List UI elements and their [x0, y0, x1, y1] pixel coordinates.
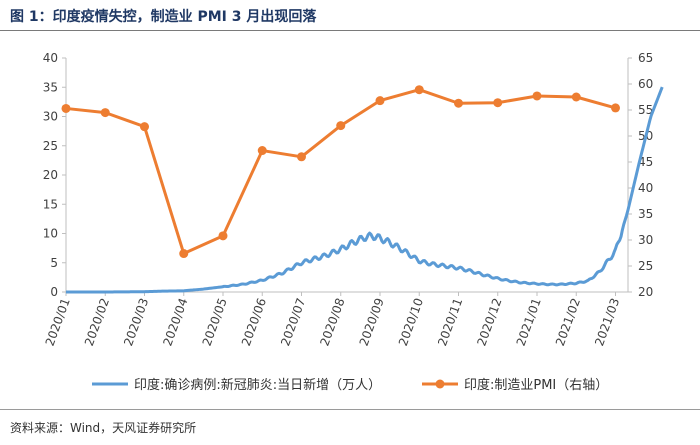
title-divider [0, 30, 700, 31]
x-tick-label: 2020/09 [357, 296, 387, 348]
x-tick-label: 2020/03 [121, 296, 151, 348]
series-line-pmi [65, 88, 616, 256]
y-right-tick-label: 55 [638, 103, 653, 117]
y-left-tick-label: 35 [43, 80, 58, 94]
chart-legend: 印度:确诊病例:新冠肺炎:当日新增（万人） 印度:制造业PMI（右轴） [92, 377, 608, 393]
pmi-point [179, 249, 189, 259]
pmi-point [297, 152, 306, 162]
y-left-tick-label: 20 [43, 168, 58, 182]
x-tick-label: 2021/01 [514, 296, 544, 348]
chart-title: 图 1：印度疫情失控，制造业 PMI 3 月出现回落 [10, 9, 317, 25]
pmi-point [336, 121, 346, 131]
x-tick-label: 2020/02 [82, 296, 112, 348]
pmi-point [532, 91, 542, 101]
footer-divider [0, 409, 700, 410]
y-right-tick-label: 20 [638, 285, 653, 299]
x-tick-label: 2020/07 [278, 296, 308, 348]
y-left-tick-label: 30 [43, 110, 58, 124]
series-line-cases [65, 86, 664, 294]
y-right-tick-label: 25 [638, 259, 653, 273]
y-right-tick-label: 40 [638, 181, 653, 195]
y-left-tick-label: 15 [43, 197, 58, 211]
y-left-tick-label: 0 [50, 285, 58, 299]
pmi-point [218, 231, 228, 241]
x-tick-label: 2020/05 [200, 296, 230, 348]
legend-label-pmi: 印度:制造业PMI（右轴） [464, 377, 608, 393]
x-tick-label: 2020/11 [435, 296, 465, 348]
pmi-point [611, 103, 620, 113]
x-tick-label: 2020/04 [160, 296, 190, 348]
pmi-point [375, 96, 385, 106]
y-left-tick-label: 5 [50, 256, 58, 270]
pmi-point [493, 98, 503, 108]
y-right-tick-label: 60 [638, 77, 653, 91]
y-left-tick-label: 40 [43, 51, 58, 65]
x-tick-label: 2020/06 [239, 296, 269, 348]
x-tick-label: 2020/10 [396, 296, 426, 348]
legend-marker-pmi [435, 379, 445, 389]
x-tick-label: 2021/02 [553, 296, 583, 348]
y-right-tick-label: 45 [638, 155, 653, 169]
y-left-tick-label: 25 [43, 139, 58, 153]
x-tick-label: 2020/01 [43, 296, 73, 348]
legend-label-cases: 印度:确诊病例:新冠肺炎:当日新增（万人） [134, 377, 381, 393]
y-right-tick-label: 65 [638, 51, 653, 65]
chart-series [61, 85, 664, 294]
pmi-point [61, 103, 71, 113]
pmi-point [571, 92, 581, 102]
source-note: 资料来源：Wind，天风证券研究所 [10, 421, 197, 435]
x-tick-label: 2021/03 [592, 296, 622, 348]
y-right-tick-label: 30 [638, 233, 653, 247]
pmi-point [414, 85, 424, 95]
chart-area: 0510152025303540202530354045505560652020… [43, 51, 664, 393]
y-left-tick-label: 10 [43, 227, 58, 241]
y-right-tick-label: 35 [638, 207, 653, 221]
pmi-point [140, 122, 149, 132]
pmi-point [454, 98, 463, 108]
x-tick-label: 2020/08 [317, 296, 347, 348]
pmi-point [257, 146, 267, 156]
x-tick-label: 2020/12 [474, 296, 504, 348]
pmi-point [100, 108, 110, 118]
